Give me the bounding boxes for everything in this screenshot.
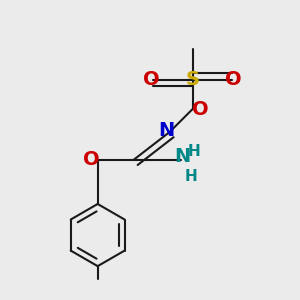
Text: O: O	[225, 70, 242, 89]
Text: N: N	[158, 121, 175, 140]
Text: H: H	[188, 144, 200, 159]
Text: H: H	[184, 169, 197, 184]
Text: O: O	[192, 100, 209, 118]
Text: N: N	[175, 147, 191, 166]
Text: S: S	[185, 70, 200, 89]
Text: O: O	[143, 70, 160, 89]
Text: O: O	[83, 150, 99, 169]
